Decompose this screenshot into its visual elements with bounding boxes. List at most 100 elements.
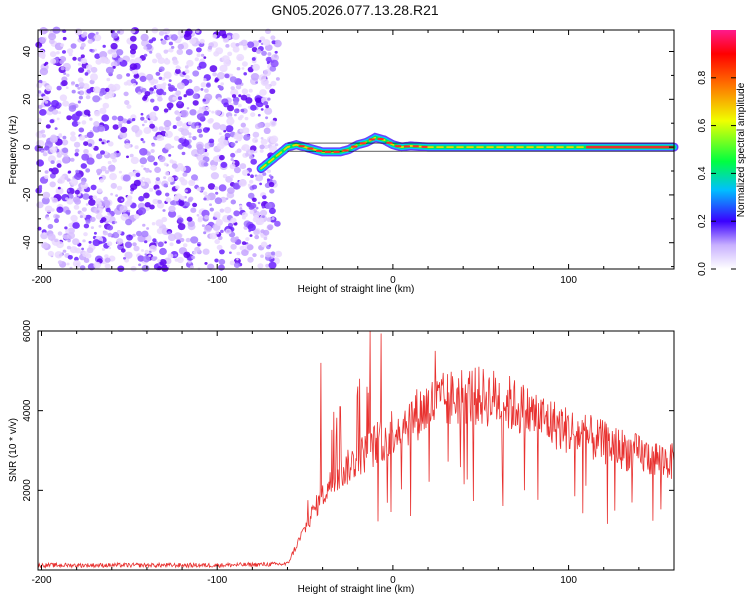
noise-blob (102, 44, 106, 48)
noise-blob (72, 238, 80, 246)
noise-blob (269, 65, 277, 72)
noise-blob (250, 174, 254, 178)
noise-blob (83, 258, 90, 263)
noise-blob (89, 48, 93, 52)
noise-blob (144, 249, 149, 254)
noise-blob (168, 210, 177, 218)
noise-blob (163, 183, 168, 188)
noise-blob (260, 254, 264, 258)
noise-blob (57, 260, 63, 265)
noise-blob (72, 260, 81, 268)
noise-blob (247, 192, 255, 199)
noise-blob (263, 69, 272, 77)
noise-blob (219, 249, 225, 255)
noise-blob (86, 247, 94, 254)
noise-blob (214, 186, 219, 191)
noise-blob (208, 138, 215, 144)
noise-blob (167, 233, 176, 242)
noise-blob (92, 95, 101, 103)
noise-blob (203, 231, 207, 235)
noise-blob (236, 136, 242, 142)
noise-blob (168, 41, 173, 46)
noise-blob (216, 72, 225, 80)
noise-blob (203, 56, 207, 59)
noise-blob (60, 43, 65, 47)
noise-blob (99, 178, 105, 183)
noise-blob (78, 90, 85, 96)
noise-blob (151, 222, 156, 226)
noise-blob (50, 208, 55, 212)
noise-blob (73, 141, 81, 148)
noise-blob (77, 62, 82, 66)
noise-blob (263, 236, 268, 241)
noise-blob (214, 109, 222, 116)
y-tick-label: 6000 (22, 319, 33, 342)
noise-blob (197, 128, 203, 134)
noise-blob (171, 145, 175, 149)
noise-blob (241, 61, 248, 67)
noise-blob (185, 237, 191, 243)
noise-blob (149, 187, 154, 192)
noise-blob (242, 245, 246, 248)
noise-blob (109, 173, 117, 181)
noise-blob (75, 247, 82, 254)
noise-blob (162, 91, 167, 96)
noise-blob (47, 224, 54, 229)
noise-blob (155, 83, 162, 90)
noise-blob (177, 100, 182, 105)
noise-blob (243, 72, 247, 76)
noise-blob (106, 90, 115, 99)
noise-blob (247, 223, 256, 232)
noise-blob (86, 131, 94, 139)
noise-blob (271, 54, 279, 62)
noise-blob (238, 94, 242, 98)
noise-blob (185, 88, 194, 96)
noise-blob (241, 249, 249, 256)
noise-blob (155, 179, 161, 185)
noise-blob (70, 157, 75, 162)
noise-blob (185, 49, 193, 56)
noise-blob (100, 150, 105, 155)
noise-blob (74, 189, 80, 195)
noise-blob (263, 127, 271, 134)
noise-blob (84, 72, 89, 76)
noise-blob (149, 50, 153, 54)
noise-blob (149, 204, 155, 210)
top-y-axis-label: Frequency (Hz) (8, 116, 19, 185)
noise-blob (259, 182, 262, 186)
noise-blob (101, 247, 106, 251)
noise-blob (80, 54, 85, 59)
noise-blob (237, 103, 242, 108)
noise-blob (66, 115, 72, 121)
noise-blob (184, 65, 189, 69)
bottom-plot-frame (37, 330, 675, 571)
noise-blob (107, 164, 116, 173)
noise-blob (203, 78, 207, 82)
colorbar-label: Normalized spectral amplitude (736, 82, 747, 217)
noise-blob (133, 245, 140, 252)
noise-blob (192, 100, 199, 106)
noise-blob (39, 37, 46, 44)
noise-blob (36, 159, 44, 167)
noise-blob (155, 190, 162, 196)
noise-blob (164, 32, 168, 35)
noise-blob (107, 141, 114, 147)
noise-blob (265, 116, 269, 120)
noise-blob (268, 207, 276, 215)
noise-blob (260, 234, 265, 238)
ridge-mid (259, 135, 676, 171)
bottom-x-axis-label: Height of straight line (km) (298, 584, 415, 595)
noise-blob (169, 242, 174, 247)
noise-blob (94, 110, 101, 117)
noise-blob (133, 73, 140, 79)
noise-blob (135, 132, 141, 138)
noise-blob (196, 113, 205, 121)
noise-blob (245, 97, 253, 104)
noise-blob (168, 84, 176, 92)
noise-blob (219, 154, 225, 161)
y-tick-label: -40 (22, 235, 33, 250)
noise-blob (81, 207, 87, 212)
y-tick-label: 2000 (22, 479, 33, 502)
top-plot-frame (37, 29, 675, 270)
x-tick-label: 100 (560, 575, 577, 586)
